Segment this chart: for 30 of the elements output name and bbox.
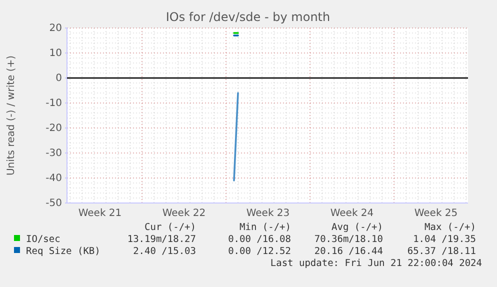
text: 20.16 /16.44 xyxy=(314,246,384,257)
text: 0.00 /12.52 xyxy=(228,246,291,257)
x-tick-label: Week 22 xyxy=(162,208,206,220)
chart-title: IOs for /dev/sde - by month xyxy=(166,10,330,24)
y-tick-label: 10 xyxy=(49,48,62,60)
x-tick-label: Week 25 xyxy=(414,208,458,220)
text: Cur (-/+) xyxy=(144,222,196,233)
x-tick-label: Week 24 xyxy=(330,208,374,220)
y-tick-label: -40 xyxy=(46,173,62,184)
y-tick-label: -20 xyxy=(46,123,62,134)
legend-label: IO/sec xyxy=(26,234,60,245)
y-axis-title: Units read (-) / write (+) xyxy=(6,55,17,176)
y-tick-label: -30 xyxy=(46,148,62,160)
text: 65.37 /18.11 xyxy=(407,246,476,257)
text: Last update: Fri Jun 21 22:00:04 2024 xyxy=(270,258,482,269)
x-tick-label: Week 23 xyxy=(246,208,290,220)
text: Min (-/+) xyxy=(240,222,291,233)
text: 2.40 /15.03 xyxy=(133,246,196,257)
y-tick-label: 0 xyxy=(56,73,62,84)
y-tick-label: -10 xyxy=(46,98,62,110)
text: 1.04 /19.35 xyxy=(413,234,476,245)
text: 0.00 /16.08 xyxy=(228,234,292,245)
text: 70.36m/18.10 xyxy=(314,234,384,245)
legend-label: Req Size (KB) xyxy=(26,246,100,257)
y-tick-label: -50 xyxy=(46,198,62,210)
y-tick-label: 20 xyxy=(49,23,62,34)
text: Max (-/+) xyxy=(424,222,476,233)
x-tick-label: Week 21 xyxy=(78,208,122,220)
text: 13.19m/18.27 xyxy=(127,234,196,245)
text: Avg (-/+) xyxy=(332,222,383,233)
